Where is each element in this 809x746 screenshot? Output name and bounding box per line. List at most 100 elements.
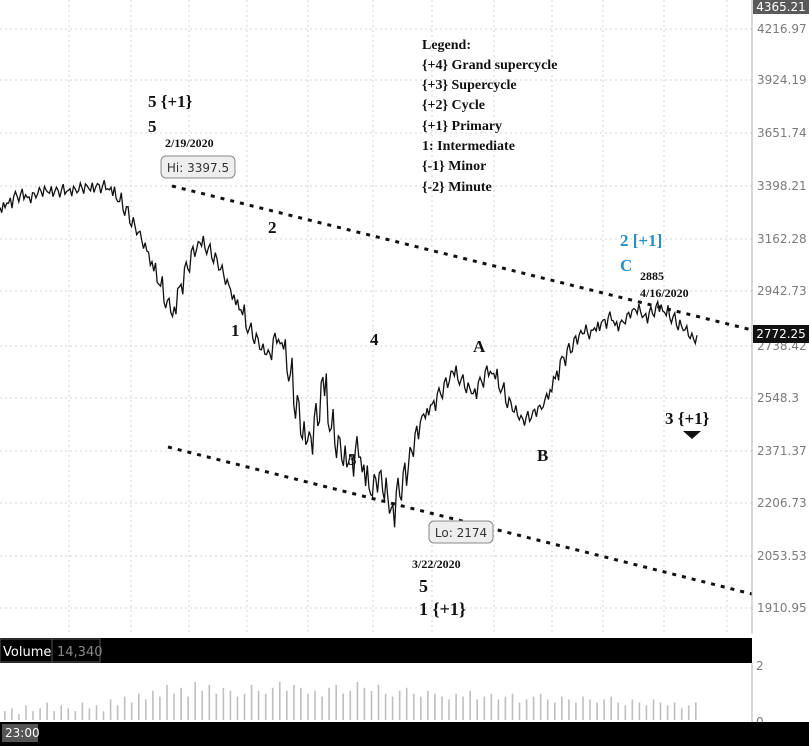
y-axis: 4216.97 3924.19 3651.74 3398.21 3162.28 2942.… (757, 22, 807, 615)
volume-bar (95, 705, 98, 720)
y-tick-label: 1910.95 (757, 601, 807, 615)
time-start-box (2, 724, 38, 742)
y-tick-label: 3398.21 (757, 179, 807, 193)
volume-bar (335, 684, 337, 720)
volume-bar (307, 693, 309, 720)
lo-date-label: 3/22/2020 (412, 557, 461, 571)
volume-bar (687, 705, 690, 720)
legend-item: {-1} Minor (422, 159, 486, 174)
volume-bar (391, 696, 394, 720)
top-wave-label-2: 5 (148, 117, 157, 136)
volume-bar (462, 696, 464, 720)
wave-1-label: 1 (231, 321, 240, 340)
volume-value-box (51, 638, 101, 663)
volume-bar (561, 696, 563, 720)
volume-bar (300, 687, 302, 720)
y-tick-label: 2548.3 (757, 391, 799, 405)
volume-bars (4, 682, 697, 720)
volume-value: 14,340 (57, 645, 103, 660)
volume-bar (264, 693, 267, 720)
volume-bar (546, 699, 549, 720)
y-tick-label: 2206.73 (757, 496, 807, 510)
volume-bar (539, 693, 542, 720)
volume-bar (603, 699, 605, 720)
volume-bar (215, 693, 218, 720)
last-price-box (753, 325, 809, 343)
volume-bar (145, 699, 147, 720)
volume-bar (455, 693, 457, 720)
volume-bar (74, 711, 77, 720)
volume-bar (130, 702, 133, 720)
volume-bar (46, 702, 48, 720)
volume-bar (596, 702, 598, 720)
volume-bar (659, 702, 662, 720)
volume-bar (166, 684, 168, 720)
low-wave-label-1: 5 (419, 576, 428, 596)
hi-box (160, 155, 236, 179)
volume-bar (469, 690, 471, 720)
volume-bar (25, 705, 27, 720)
volume-bar (673, 702, 676, 720)
volume-bar (511, 693, 514, 720)
volume-bar (11, 708, 13, 720)
c-price-label: 2885 (640, 269, 664, 283)
volume-bar (102, 711, 105, 720)
volume-bar (60, 705, 62, 720)
top-price-box (753, 0, 809, 14)
volume-bar (638, 702, 641, 720)
volume-bar (554, 702, 556, 720)
volume-bar (81, 702, 84, 720)
volume-bar (32, 711, 34, 720)
volume-bar (222, 687, 225, 720)
y-tick-label: 2053.53 (757, 549, 807, 563)
wave-a-label: A (473, 337, 486, 356)
volume-bar (279, 682, 281, 720)
volume-bar (680, 708, 683, 720)
legend-item: 1: Intermediate (422, 139, 515, 154)
wave-2-label: 2 (268, 218, 277, 237)
volume-bar (377, 684, 380, 720)
volume-bar (420, 696, 422, 720)
down-arrow-icon (683, 431, 701, 439)
volume-bar (575, 702, 577, 720)
volume-label: Volume (3, 645, 51, 660)
volume-bar (342, 693, 344, 720)
volume-bar (67, 708, 70, 720)
volume-bar (53, 711, 55, 720)
c-date-label: 4/16/2020 (640, 286, 689, 300)
volume-bar (39, 708, 41, 720)
volume-bar (413, 693, 415, 720)
hi-date-label: 2/19/2020 (165, 136, 214, 150)
volume-bar (398, 690, 401, 720)
volume-bar (229, 690, 232, 720)
volume-bar (152, 690, 154, 720)
last-price-label: 2772.25 (756, 327, 806, 341)
future-wave-label: 3 {+1} (665, 409, 710, 428)
volume-bar (370, 690, 373, 720)
volume-bar (328, 687, 330, 720)
price-series-line (0, 180, 698, 528)
volume-bar (624, 705, 627, 720)
legend-item: {+1} Primary (422, 119, 502, 134)
legend: Legend: {+4} Grand supercycle {+3} Super… (422, 38, 557, 195)
upper-trendline (171, 184, 753, 332)
volume-bar (490, 693, 493, 720)
volume-bar (187, 696, 189, 720)
volume-bar (250, 684, 253, 720)
wave-3-label: 3 (348, 450, 357, 469)
volume-bar (271, 687, 274, 720)
volume-bar (356, 682, 359, 720)
y-tick-label: 2371.37 (757, 444, 807, 458)
wave-b-label: B (537, 446, 548, 465)
lo-box-label: Lo: 2174 (435, 526, 487, 540)
volume-bar (109, 699, 112, 720)
volume-bar (589, 699, 591, 720)
volume-bar (201, 690, 203, 720)
wave-c-top-label: 2 [+1] (620, 231, 662, 250)
volume-bar (286, 690, 288, 720)
volume-bar (363, 687, 366, 720)
volume-bar (208, 684, 211, 720)
volume-bar (448, 699, 450, 720)
volume-bar (582, 696, 584, 720)
